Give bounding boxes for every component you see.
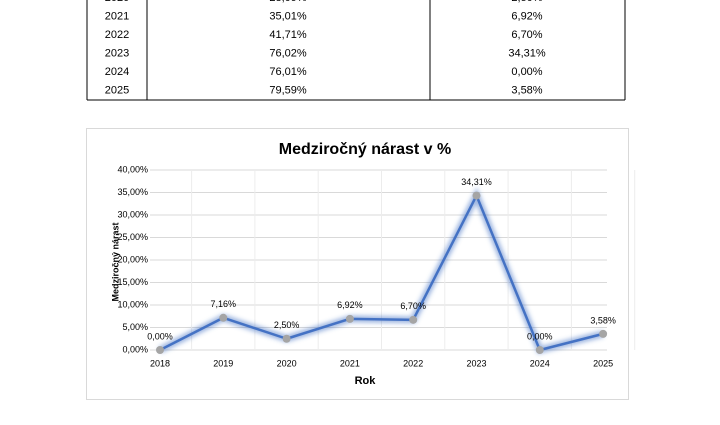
table-cell: 2024	[105, 66, 129, 78]
x-tick-label: 2023	[466, 358, 486, 368]
table-cell: 35,01%	[269, 10, 307, 22]
table-cell: 0,00%	[511, 66, 542, 78]
marker	[599, 329, 608, 338]
data-label: 7,16%	[211, 299, 237, 309]
data-label: 0,00%	[527, 331, 553, 341]
table-cell: 34,31%	[508, 47, 546, 59]
y-tick-label: 30,00%	[117, 209, 148, 219]
x-axis-title: Rok	[355, 375, 377, 387]
data-label: 2,50%	[274, 320, 300, 330]
table-cell: 76,02%	[269, 47, 307, 59]
data-label: 0,00%	[147, 331, 173, 341]
table-cell: 6,92%	[511, 10, 542, 22]
y-tick-label: 10,00%	[117, 299, 148, 309]
table-cell: 28,09%	[269, 0, 307, 4]
table-cell: 2023	[105, 47, 129, 59]
marker	[156, 346, 164, 354]
x-tick-label: 2020	[277, 358, 297, 368]
marker	[535, 346, 544, 354]
y-tick-label: 0,00%	[122, 344, 148, 354]
table-cell: 6,70%	[511, 29, 542, 41]
y-tick-label: 25,00%	[117, 232, 148, 242]
table-cell: 3,58%	[511, 84, 542, 96]
x-tick-label: 2021	[340, 358, 360, 368]
table-cell: 2025	[105, 84, 129, 96]
marker	[409, 315, 418, 324]
data-label: 3,58%	[590, 315, 616, 325]
chart-title: Medziročný nárast v %	[279, 141, 452, 158]
y-tick-label: 20,00%	[117, 254, 148, 264]
marker	[282, 334, 291, 343]
marker	[345, 314, 354, 323]
x-tick-label: 2024	[530, 358, 550, 368]
data-label: 6,70%	[400, 301, 426, 311]
data-label: 34,31%	[461, 177, 492, 187]
x-tick-label: 2025	[593, 358, 613, 368]
y-tick-label: 35,00%	[117, 187, 148, 197]
line	[159, 194, 604, 352]
data-label: 6,92%	[337, 300, 363, 310]
y-tick-label: 40,00%	[117, 164, 148, 174]
table-cell: 2,50%	[511, 0, 542, 4]
y-axis-title: Medziročný nárast	[110, 222, 120, 301]
y-tick-label: 15,00%	[117, 277, 148, 287]
table-cell: 41,71%	[269, 29, 307, 41]
table-cell: 2022	[105, 29, 129, 41]
table-cell: 79,59%	[269, 84, 307, 96]
table-cell: 76,01%	[269, 66, 307, 78]
chart-frame	[86, 128, 629, 400]
marker	[219, 313, 228, 322]
table-cell: 2021	[105, 10, 129, 22]
x-tick-label: 2018	[150, 358, 170, 368]
y-tick-label: 5,00%	[122, 322, 148, 332]
marker	[472, 191, 481, 200]
table: 2020 28,09% 2,50% 2021 35,01% 6,92% 2022 41,71%…	[86, 0, 626, 101]
x-tick-label: 2022	[403, 358, 423, 368]
table-cell: 2020	[105, 0, 129, 4]
x-tick-label: 2019	[213, 358, 233, 368]
